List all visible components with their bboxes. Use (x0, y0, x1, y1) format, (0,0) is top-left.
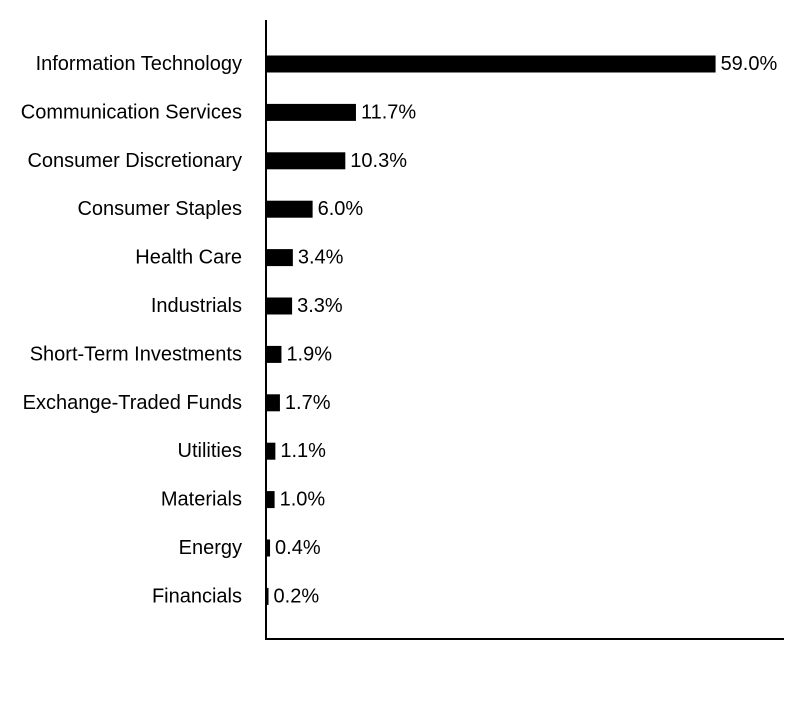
category-label: Consumer Discretionary (27, 150, 242, 172)
bar (267, 200, 313, 218)
category-label: Communication Services (21, 101, 242, 123)
chart-marks: Information Technology 59.0% Communication… (21, 53, 778, 607)
category-label: Utilities (178, 440, 242, 462)
bar (267, 297, 293, 315)
category-label: Information Technology (36, 53, 242, 75)
value-label: 1.7% (285, 392, 331, 414)
value-label: 3.4% (298, 247, 344, 269)
bar (267, 442, 276, 460)
category-label: Consumer Staples (77, 198, 242, 220)
value-label: 59.0% (721, 53, 778, 75)
bar (267, 345, 282, 363)
bar (267, 55, 716, 73)
value-label: 1.1% (280, 440, 326, 462)
category-label: Industrials (151, 295, 242, 317)
value-label: 1.0% (280, 489, 326, 511)
value-label: 0.2% (274, 585, 320, 607)
bar (267, 249, 293, 267)
value-label: 0.4% (275, 537, 321, 559)
category-label: Materials (161, 489, 242, 511)
value-label: 10.3% (350, 150, 407, 172)
value-label: 3.3% (297, 295, 343, 317)
bar (267, 491, 275, 509)
bar (267, 103, 356, 121)
category-label: Financials (152, 585, 242, 607)
bar (267, 539, 271, 557)
bar (267, 587, 269, 605)
category-label: Exchange-Traded Funds (23, 392, 242, 414)
category-label: Energy (179, 537, 242, 559)
value-label: 6.0% (318, 198, 364, 220)
category-label: Health Care (135, 247, 242, 269)
value-label: 1.9% (286, 343, 332, 365)
category-label: Short-Term Investments (30, 343, 242, 365)
bar (267, 152, 346, 170)
value-label: 11.7% (361, 101, 416, 123)
bar (267, 394, 280, 412)
